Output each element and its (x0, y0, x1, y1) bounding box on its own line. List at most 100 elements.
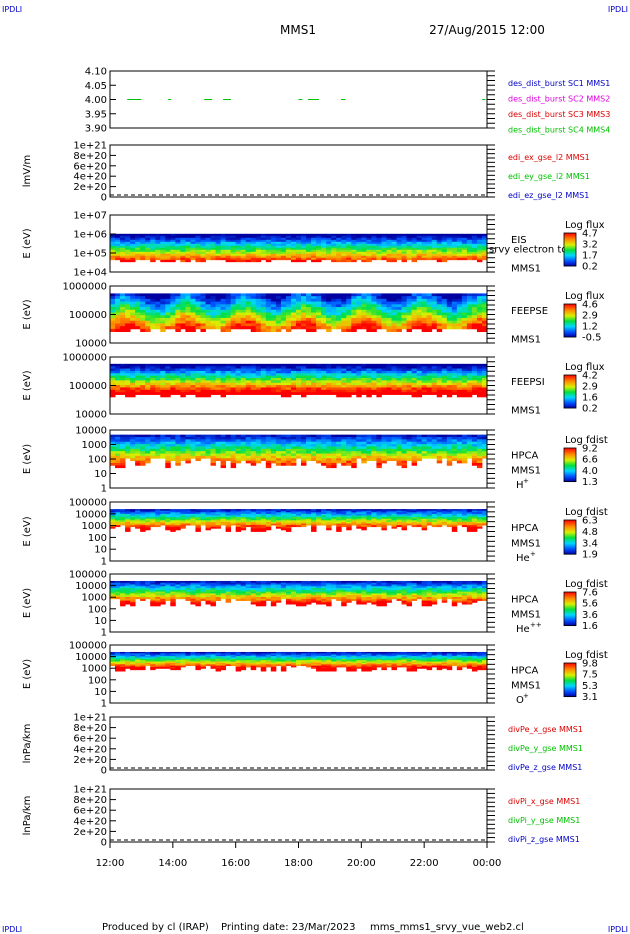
heatmap-cell (150, 304, 156, 308)
heatmap-cell (120, 460, 126, 464)
heatmap-cell (361, 392, 367, 395)
heatmap-cell (155, 509, 161, 512)
heatmap-cell (416, 455, 423, 459)
heatmap-cell (250, 517, 257, 520)
heatmap-cell (401, 458, 407, 462)
heatmap-cell (451, 315, 458, 319)
heatmap-cell (290, 235, 297, 239)
heatmap-cell (451, 293, 458, 297)
heatmap-cell (235, 243, 242, 247)
heatmap-cell (200, 510, 206, 513)
heatmap-cell (155, 444, 161, 447)
heatmap-cell (351, 259, 357, 263)
heatmap-cell (311, 520, 317, 523)
heatmap-cell (215, 298, 221, 302)
heatmap-cell (140, 389, 146, 393)
heatmap-cell (436, 249, 443, 253)
heatmap-cell (341, 515, 347, 518)
heatmap-cell (115, 326, 121, 330)
heatmap-cell (215, 453, 221, 457)
heatmap-cell (381, 455, 387, 459)
heatmap-cell (336, 521, 342, 524)
heatmap-cell (295, 382, 302, 386)
heatmap-cell (301, 434, 307, 438)
heatmap-cell (416, 518, 423, 521)
heatmap-cell (376, 293, 382, 297)
heatmap-cell (240, 235, 247, 239)
heatmap-cell (446, 255, 453, 259)
heatmap-cell (175, 233, 181, 237)
heatmap-cell (195, 528, 201, 531)
heatmap-cell (366, 448, 372, 452)
heatmap-cell (466, 529, 473, 532)
heatmap-cell (391, 375, 397, 379)
heatmap-cell (406, 307, 412, 311)
heatmap-cell (416, 312, 423, 316)
heatmap-cell (461, 513, 468, 516)
heatmap-cell (225, 434, 232, 438)
heatmap-cell (431, 370, 438, 374)
heatmap-cell (436, 515, 443, 518)
heatmap-cell (376, 245, 382, 249)
heatmap-cell (311, 441, 317, 445)
heatmap-cell (316, 320, 322, 324)
heatmap-cell (376, 249, 382, 253)
heatmap-cell (306, 243, 312, 247)
heatmap-cell (260, 521, 267, 524)
heatmap-cell (195, 437, 201, 440)
colorbar-tick-label: 1.7 (582, 251, 598, 262)
heatmap-cell (140, 382, 146, 386)
heatmap-cell (165, 518, 171, 521)
heatmap-cell (195, 320, 201, 324)
heatmap-cell (195, 455, 201, 459)
legend-entry: des_dist_burst SC2 MMS2 (508, 95, 610, 104)
heatmap-cell (280, 373, 287, 377)
heatmap-cell (150, 455, 156, 459)
heatmap-cell (346, 448, 352, 452)
heatmap-cell (135, 307, 141, 311)
heatmap-cell (426, 368, 433, 372)
heatmap-cell (260, 317, 267, 322)
heatmap-cell (316, 375, 322, 379)
heatmap-cell (285, 298, 292, 302)
heatmap-cell (336, 312, 342, 316)
heatmap-cell (471, 323, 478, 327)
heatmap-cell (230, 249, 237, 253)
heatmap-cell (285, 243, 292, 247)
heatmap-cell (361, 444, 367, 447)
heatmap-cell (336, 293, 342, 297)
heatmap-cell (366, 520, 372, 523)
heatmap-cell (145, 375, 151, 379)
heatmap-cell (170, 453, 176, 457)
heatmap-cell (285, 451, 292, 454)
heatmap-cell (130, 235, 136, 239)
heatmap-cell (346, 518, 352, 521)
heatmap-cell (476, 235, 483, 239)
heatmap-cell (446, 455, 453, 459)
heatmap-cell (386, 513, 392, 516)
colorbar-tick-label: 0.2 (582, 404, 598, 415)
heatmap-cell (150, 512, 156, 515)
heatmap-cell (240, 517, 247, 520)
heatmap-cell (215, 309, 221, 313)
heatmap-cell (361, 460, 367, 464)
heatmap-cell (115, 389, 121, 393)
heatmap-cell (255, 243, 262, 247)
heatmap-cell (110, 245, 116, 249)
heatmap-cell (210, 307, 216, 311)
y-tick-label: 3.95 (85, 109, 107, 120)
heatmap-cell (391, 309, 397, 313)
heatmap-cell (120, 373, 126, 377)
heatmap-cell (481, 375, 488, 379)
heatmap-cell (351, 320, 357, 324)
heatmap-cell (205, 525, 211, 528)
heatmap-cell (421, 249, 428, 253)
heatmap-cell (215, 243, 221, 247)
heatmap-cell (446, 394, 453, 398)
heatmap-cell (321, 307, 327, 311)
heatmap-cell (130, 257, 136, 261)
heatmap-cell (255, 529, 262, 532)
heatmap-cell (321, 247, 327, 251)
heatmap-cell (190, 380, 196, 384)
heatmap-cell (255, 304, 262, 308)
